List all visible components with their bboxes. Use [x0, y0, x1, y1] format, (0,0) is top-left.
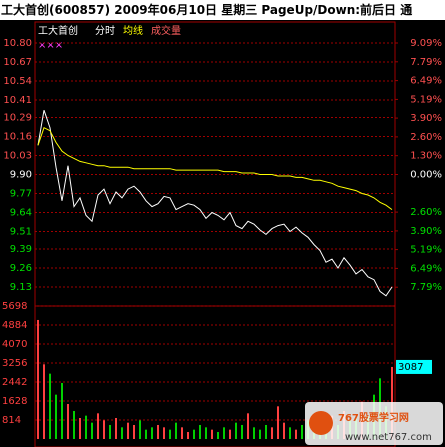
volume-bar [133, 424, 135, 439]
y2-tick-label: 1.30% [410, 151, 442, 162]
volume-bar [97, 413, 99, 439]
y-tick-label: 10.80 [3, 38, 32, 49]
y-tick-label: 5698 [2, 301, 27, 312]
volume-bar [43, 364, 45, 439]
marker-text: ××× [38, 40, 63, 51]
y-tick-label: 10.16 [3, 132, 32, 143]
current-volume-box [396, 359, 432, 374]
volume-bar [73, 410, 75, 439]
y2-tick-label: 2.60% [410, 207, 442, 218]
y2-tick-label: 6.49% [410, 76, 442, 87]
volume-bar [91, 422, 93, 439]
volume-bar [235, 422, 237, 439]
volume-bar [271, 427, 273, 439]
y2-tick-label: 7.79% [410, 282, 442, 293]
watermark-url: www.net767.com [345, 432, 432, 443]
volume-bar [109, 424, 111, 439]
price-line [37, 126, 393, 211]
volume-bar [121, 427, 123, 439]
watermark-title: 767股票学习网 [338, 411, 409, 424]
volume-bar [295, 429, 297, 439]
volume-bar [205, 427, 207, 439]
legend-entry: 均线 [123, 24, 143, 37]
volume-bar [67, 403, 69, 439]
legend-title: 工大首创 [38, 24, 78, 37]
y-tick-label: 1628 [2, 396, 27, 407]
frame [34, 21, 396, 447]
y-tick-label: 814 [2, 415, 21, 426]
volume-bar [265, 424, 267, 439]
volume-bar [157, 424, 159, 439]
volume-bar [55, 394, 57, 439]
volume-bar [61, 382, 63, 439]
volume-bar [37, 319, 39, 439]
volume-bar [115, 417, 117, 439]
y2-tick-label: 6.49% [410, 263, 442, 274]
volume-bar [151, 427, 153, 439]
volume-bar [283, 422, 285, 439]
volume-bar [247, 413, 249, 439]
y2-tick-label: 2.60% [410, 132, 442, 143]
volume-bar [253, 427, 255, 439]
y2-tick-label: 0.00% [410, 170, 442, 181]
volume-bar [259, 429, 261, 439]
y-tick-label: 10.29 [3, 113, 32, 124]
y-tick-label: 4884 [2, 320, 27, 331]
volume-bar [223, 427, 225, 439]
volume-bar [181, 427, 183, 439]
watermark-bg [305, 402, 443, 445]
volume-bar [103, 420, 105, 439]
y-tick-label: 10.67 [3, 57, 32, 68]
volume-bar [289, 427, 291, 439]
y2-tick-label: 5.19% [410, 245, 442, 256]
y-tick-label: 10.41 [3, 95, 32, 106]
y2-tick-label: 9.09% [410, 38, 442, 49]
volume-bar [277, 406, 279, 439]
y-tick-label: 9.64 [10, 207, 32, 218]
y-tick-label: 9.77 [10, 188, 32, 199]
volume-bar [139, 420, 141, 439]
y-tick-label: 10.54 [3, 76, 32, 87]
volume-bar [199, 424, 201, 439]
header-title: 工大首创(600857) 2009年06月10日 星期三 PageUp/Down… [0, 0, 445, 20]
chart: 工大首创 分时 均线 成交量 ××× 10.80 10.67 10.54 10.41 1… [2, 21, 443, 447]
y-tick-label: 9.26 [10, 263, 32, 274]
volume-bar [193, 429, 195, 439]
volume-bar [145, 429, 147, 439]
y2-tick-label: 7.79% [410, 57, 442, 68]
y-tick-label: 4070 [2, 339, 27, 350]
y-tick-label: 9.39 [10, 244, 32, 255]
y-tick-label: 10.03 [3, 151, 32, 162]
current-volume-label: 3087 [398, 362, 423, 373]
volume-bar [49, 373, 51, 439]
volume-bar [211, 429, 213, 439]
y-tick-label: 2442 [2, 377, 27, 388]
volume-bar [85, 415, 87, 439]
y2-tick-label: 3.90% [410, 113, 442, 124]
watermark-logo [309, 411, 333, 435]
volume-bar [217, 431, 219, 439]
y-tick-label: 9.51 [10, 226, 32, 237]
y-tick-label: 9.13 [10, 282, 32, 293]
legend-entry: 分时 [95, 25, 115, 37]
volume-bar [163, 427, 165, 439]
price-line [37, 110, 393, 297]
volume-bar [79, 417, 81, 439]
volume-bar [241, 424, 243, 439]
volume-bar [169, 429, 171, 439]
y2-tick-label: 5.19% [410, 94, 442, 105]
volume-bar [175, 422, 177, 439]
volume-bar [301, 424, 303, 439]
legend-entry: 成交量 [151, 24, 181, 37]
volume-bar [127, 422, 129, 439]
volume-bar [187, 431, 189, 439]
y-tick-label: 3256 [2, 358, 27, 369]
volume-bar [229, 429, 231, 439]
y-tick-label: 9.90 [10, 170, 32, 181]
y2-tick-label: 3.90% [410, 226, 442, 237]
